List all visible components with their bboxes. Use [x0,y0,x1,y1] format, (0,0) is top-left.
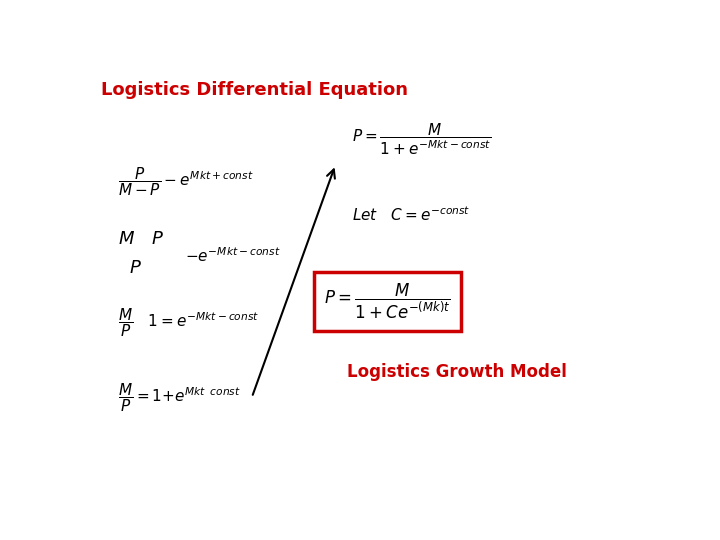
Text: $\dfrac{P}{M-P} - e^{Mkt+const}$: $\dfrac{P}{M-P} - e^{Mkt+const}$ [118,165,253,198]
Text: $\dfrac{M}{P} {=} 1 {+} e^{Mkt \;\; const}$: $\dfrac{M}{P} {=} 1 {+} e^{Mkt \;\; cons… [118,381,241,414]
Text: $-e^{-Mkt-const}$: $-e^{-Mkt-const}$ [185,247,281,266]
Text: $\mathit{Let} \quad C = e^{-const}$: $\mathit{Let} \quad C = e^{-const}$ [352,205,471,224]
Text: $P = \dfrac{M}{1 + Ce^{-(Mk)t}}$: $P = \dfrac{M}{1 + Ce^{-(Mk)t}}$ [324,282,451,321]
Text: $P = \dfrac{M}{1 + e^{-Mkt-const}}$: $P = \dfrac{M}{1 + e^{-Mkt-const}}$ [352,122,492,157]
Text: Logistics Differential Equation: Logistics Differential Equation [101,82,408,99]
Text: Logistics Growth Model: Logistics Growth Model [347,363,567,381]
Text: $P$: $P$ [129,260,142,277]
Text: $M \quad P$: $M \quad P$ [118,231,163,248]
Text: $\dfrac{M}{P} \quad 1{=}e^{-Mkt-const}$: $\dfrac{M}{P} \quad 1{=}e^{-Mkt-const}$ [118,306,259,339]
